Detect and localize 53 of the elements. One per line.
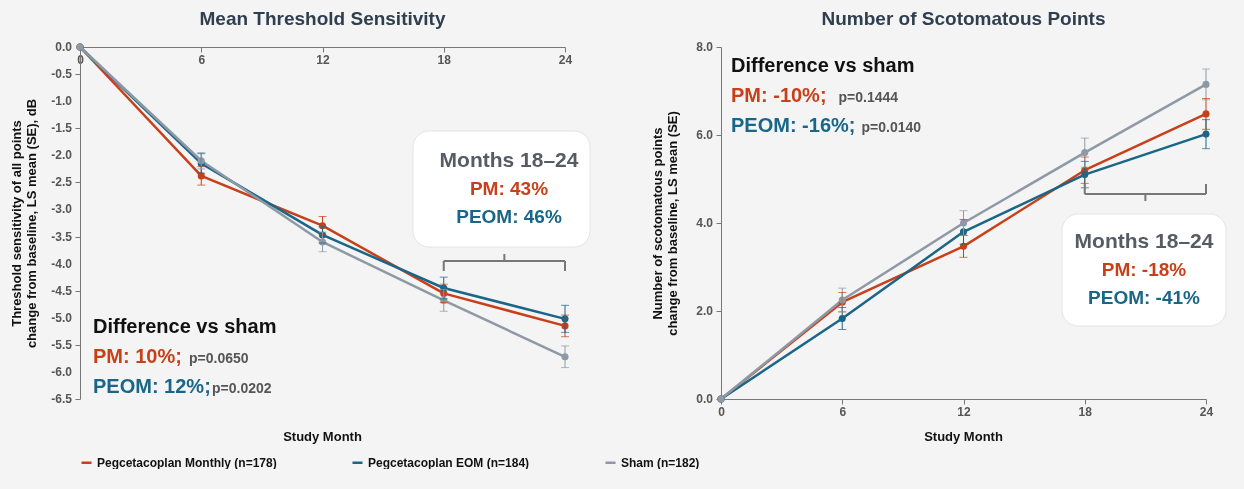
legend-label: Pegcetacoplan EOM (n=184) [368,455,530,470]
chart-title: Mean Threshold Sensitivity [199,8,446,29]
y-tick-label: -5.0 [51,310,73,325]
y-tick-label: -2.5 [51,175,73,190]
y-tick-label: 0.0 [55,40,73,54]
x-tick-label: 0 [718,404,726,419]
x-tick-label: 6 [198,52,206,67]
y-axis-title: Number of scotomatous points change from baseline, LS mean (SE) [650,111,680,336]
y-tick-label: -3.0 [51,202,73,217]
x-tick-label: 24 [558,52,573,67]
annotation: Difference vs sham [731,54,915,76]
annotation: PM: 10%; [93,345,182,367]
x-axis-title: Study Month [924,429,1003,444]
y-tick-label: -2.0 [51,148,73,163]
y-tick-label: -0.5 [51,67,73,82]
annotation: Months 18–24 [1074,229,1214,252]
annotation: PEOM: 46% [456,206,562,227]
y-tick-label: -4.0 [51,256,73,271]
annotation: PEOM: -41% [1088,287,1201,308]
annotation: Difference vs sham [93,315,277,337]
y-tick-label: 6.0 [696,128,714,142]
y-tick-label: 8.0 [696,40,714,54]
y-tick-label: 4.0 [696,216,714,230]
x-tick-label: 18 [437,52,452,67]
annotation: PM: 43% [469,178,549,199]
annotation: Months 18–24 [439,148,579,171]
y-tick-label: -4.5 [51,283,73,298]
legend-label: Pegcetacoplan Monthly (n=178) [97,455,277,470]
y-tick-label: 2.0 [696,304,714,318]
annotation: PM: -18% [1101,259,1187,280]
y-tick-label: -6.5 [51,392,73,406]
y-tick-label: 0.0 [696,392,714,406]
y-axis-title: Threshold sensitivity of all points change from baseline, LS mean (SE), dB [9,98,39,349]
annotation: p=0.1444 [838,89,899,105]
x-tick-label: 12 [957,404,971,419]
annotation: PM: -10%; [731,84,827,106]
y-tick-label: -6.0 [51,364,73,379]
x-axis-title: Study Month [283,429,362,444]
legend-label: Sham (n=182) [621,455,700,470]
x-tick-label: 18 [1078,404,1093,419]
x-tick-label: 12 [316,52,330,67]
y-tick-label: -1.5 [51,121,73,136]
y-tick-label: -3.5 [51,229,73,244]
x-tick-label: 24 [1199,404,1214,419]
x-tick-label: 6 [839,404,847,419]
y-tick-label: -5.5 [51,337,73,352]
annotation: p=0.0650 [189,350,249,366]
annotation: PEOM: 12%; [93,375,211,397]
annotation: p=0.0202 [212,380,272,396]
y-tick-label: -1.0 [51,94,73,109]
annotation: PEOM: -16%; [731,114,856,136]
annotation: p=0.0140 [861,119,922,135]
chart-title: Number of Scotomatous Points [821,8,1106,29]
